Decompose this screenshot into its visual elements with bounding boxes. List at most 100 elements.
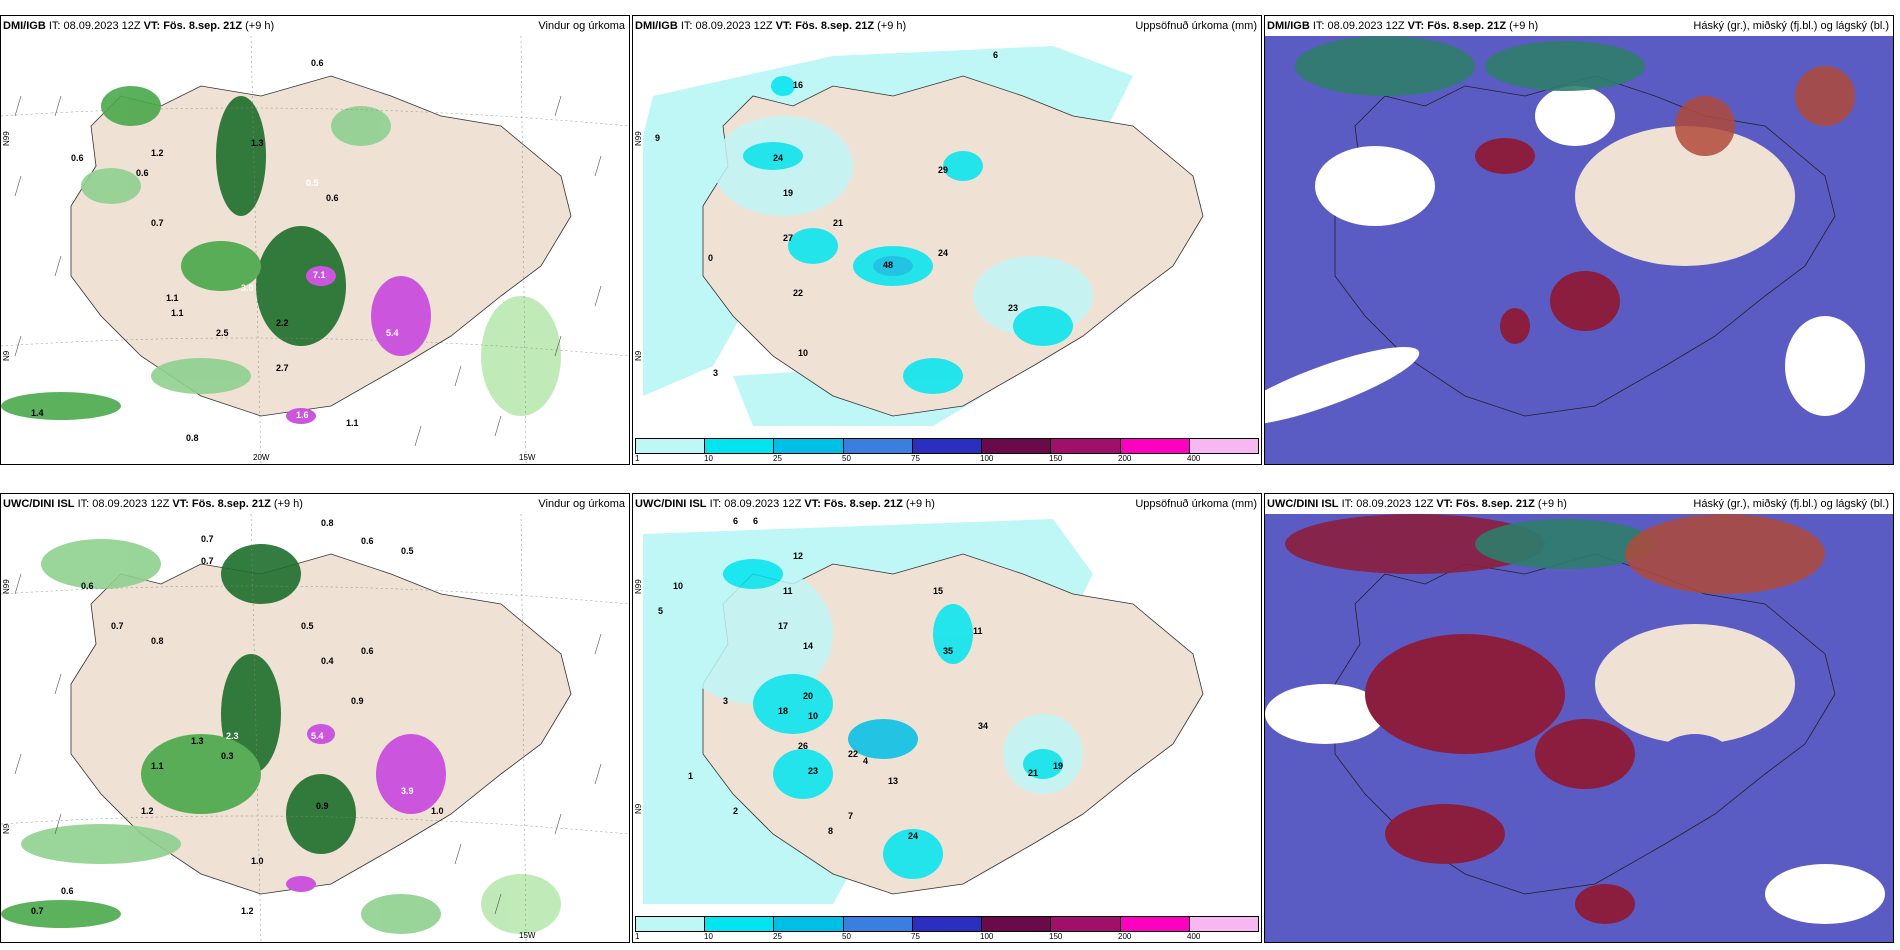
lat-label: N99 bbox=[634, 131, 643, 146]
panel-header: DMI/IGB IT: 08.09.2023 12Z VT: Fös. 8.se… bbox=[1265, 16, 1893, 36]
precip-value: 1.2 bbox=[241, 906, 254, 916]
panel-title: Vindur og úrkoma bbox=[538, 20, 625, 32]
panel-title: Háský (gr.), miðský (fj.bl.) og lágský (… bbox=[1693, 498, 1889, 510]
colorbar-tick: 75 bbox=[911, 932, 920, 941]
colorbar-swatch bbox=[774, 439, 844, 453]
accum-value: 12 bbox=[793, 551, 803, 561]
precip-value: 5.4 bbox=[386, 328, 399, 338]
accum-value: 0 bbox=[708, 253, 713, 263]
panel-title: Vindur og úrkoma bbox=[538, 498, 625, 510]
precip-value: 0.6 bbox=[61, 886, 74, 896]
precip-value: 1.0 bbox=[431, 806, 444, 816]
accum-value: 19 bbox=[1053, 761, 1063, 771]
colorbar-tick: 50 bbox=[842, 454, 851, 463]
accum-value: 10 bbox=[808, 711, 818, 721]
precip-value: 0.7 bbox=[151, 218, 164, 228]
lat-label: N99 bbox=[2, 579, 11, 594]
precip-value: 1.1 bbox=[166, 293, 179, 303]
accum-value: 24 bbox=[773, 153, 783, 163]
colorbar-tick: 200 bbox=[1118, 454, 1132, 463]
accum-values: 6 6 10 5 3 12 11 14 17 18 20 10 15 35 34… bbox=[658, 516, 1063, 841]
accum-value: 5 bbox=[658, 606, 663, 616]
accum-value: 23 bbox=[808, 766, 818, 776]
precip-value: 0.8 bbox=[151, 636, 164, 646]
panel-title: Uppsöfnuð úrkoma (mm) bbox=[1135, 20, 1257, 32]
clouds-map bbox=[1265, 36, 1893, 464]
wind-barbs bbox=[14, 95, 602, 447]
model-name: DMI/IGB bbox=[3, 20, 46, 32]
colorbar-tick: 10 bbox=[704, 454, 713, 463]
precip-values: 0.6 0.6 0.7 1.1 1.4 0.8 1.3 1.2 2.5 2.2 … bbox=[31, 58, 399, 443]
precip-value: 1.2 bbox=[151, 148, 164, 158]
wind-precip-map: 0.8 0.7 0.6 0.7 0.5 0.6 0.7 0.8 0.9 1.0 … bbox=[1, 514, 629, 942]
lon-label: 15W bbox=[519, 453, 536, 462]
colorbar-swatch bbox=[705, 439, 775, 453]
lat-label: N99 bbox=[634, 579, 643, 594]
precip-value: 0.9 bbox=[316, 801, 329, 811]
precip-shading bbox=[1, 86, 561, 420]
colorbar-swatch bbox=[774, 917, 844, 931]
accum-value: 34 bbox=[978, 721, 988, 731]
precip-value: 0.6 bbox=[361, 536, 374, 546]
accum-value: 1 bbox=[688, 771, 693, 781]
colorbar bbox=[635, 438, 1259, 454]
precip-value: 0.6 bbox=[361, 646, 374, 656]
precip-value: 0.6 bbox=[71, 153, 84, 163]
lead-time: (+9 h) bbox=[1509, 20, 1539, 32]
accum-value: 27 bbox=[783, 233, 793, 243]
model-name: UWC/DINI ISL bbox=[1267, 498, 1339, 510]
valid-time-label: VT: bbox=[775, 20, 793, 32]
colorbar-swatch bbox=[1051, 917, 1121, 931]
cloud-shading bbox=[1265, 36, 1865, 426]
precip-value: 1.4 bbox=[31, 408, 44, 418]
accum-value: 10 bbox=[673, 581, 683, 591]
precip-value: 1.6 bbox=[296, 410, 309, 420]
accum-value: 35 bbox=[943, 646, 953, 656]
precip-overlay bbox=[673, 559, 1083, 879]
model-name: DMI/IGB bbox=[1267, 20, 1310, 32]
init-time: IT: 08.09.2023 12Z bbox=[709, 498, 802, 510]
init-time: IT: 08.09.2023 12Z bbox=[77, 498, 170, 510]
accum-value: 19 bbox=[783, 188, 793, 198]
grid-lines bbox=[1, 36, 629, 464]
lon-label: 15W bbox=[519, 931, 536, 940]
precip-value: 3.0 bbox=[241, 283, 254, 293]
accum-value: 21 bbox=[1028, 768, 1038, 778]
accum-value: 9 bbox=[655, 133, 660, 143]
colorbar-swatch bbox=[843, 917, 913, 931]
colorbar-swatch bbox=[1051, 439, 1121, 453]
precip-value: 0.5 bbox=[401, 546, 414, 556]
accum-value: 24 bbox=[908, 831, 918, 841]
lead-time: (+9 h) bbox=[877, 20, 907, 32]
colorbar-tick: 1 bbox=[635, 454, 640, 463]
valid-time-label: VT: bbox=[172, 498, 189, 510]
colorbar-tick: 50 bbox=[842, 932, 851, 941]
accum-value: 23 bbox=[1008, 303, 1018, 313]
lat-label: N9 bbox=[2, 350, 11, 361]
lead-time: (+9 h) bbox=[905, 498, 935, 510]
precip-heavy bbox=[286, 724, 446, 892]
colorbar-tick: 400 bbox=[1187, 932, 1201, 941]
valid-time: Fös. 8.sep. 21Z bbox=[823, 498, 903, 510]
grid-lines bbox=[1, 514, 629, 942]
accum-value: 7 bbox=[848, 811, 853, 821]
accum-value: 22 bbox=[793, 288, 803, 298]
precip-value: 1.1 bbox=[151, 761, 164, 771]
precip-value: 0.7 bbox=[201, 534, 214, 544]
colorbar-tick: 200 bbox=[1118, 932, 1132, 941]
accum-value: 13 bbox=[888, 776, 898, 786]
precip-value: 2.5 bbox=[216, 328, 229, 338]
colorbar-tick: 150 bbox=[1049, 454, 1063, 463]
valid-time: Fös. 8.sep. 21Z bbox=[191, 498, 271, 510]
valid-time-label: VT: bbox=[1436, 498, 1453, 510]
accum-value: 21 bbox=[833, 218, 843, 228]
precip-value: 0.8 bbox=[321, 518, 334, 528]
precip-value: 1.2 bbox=[141, 806, 154, 816]
precip-value: 0.7 bbox=[201, 556, 214, 566]
precip-value: 0.8 bbox=[186, 433, 199, 443]
valid-time: Fös. 8.sep. 21Z bbox=[163, 20, 243, 32]
colorbar-tick: 400 bbox=[1187, 454, 1201, 463]
colorbar-swatch bbox=[1120, 439, 1190, 453]
init-time: IT: 08.09.2023 12Z bbox=[1312, 20, 1405, 32]
lead-time: (+9 h) bbox=[1537, 498, 1567, 510]
